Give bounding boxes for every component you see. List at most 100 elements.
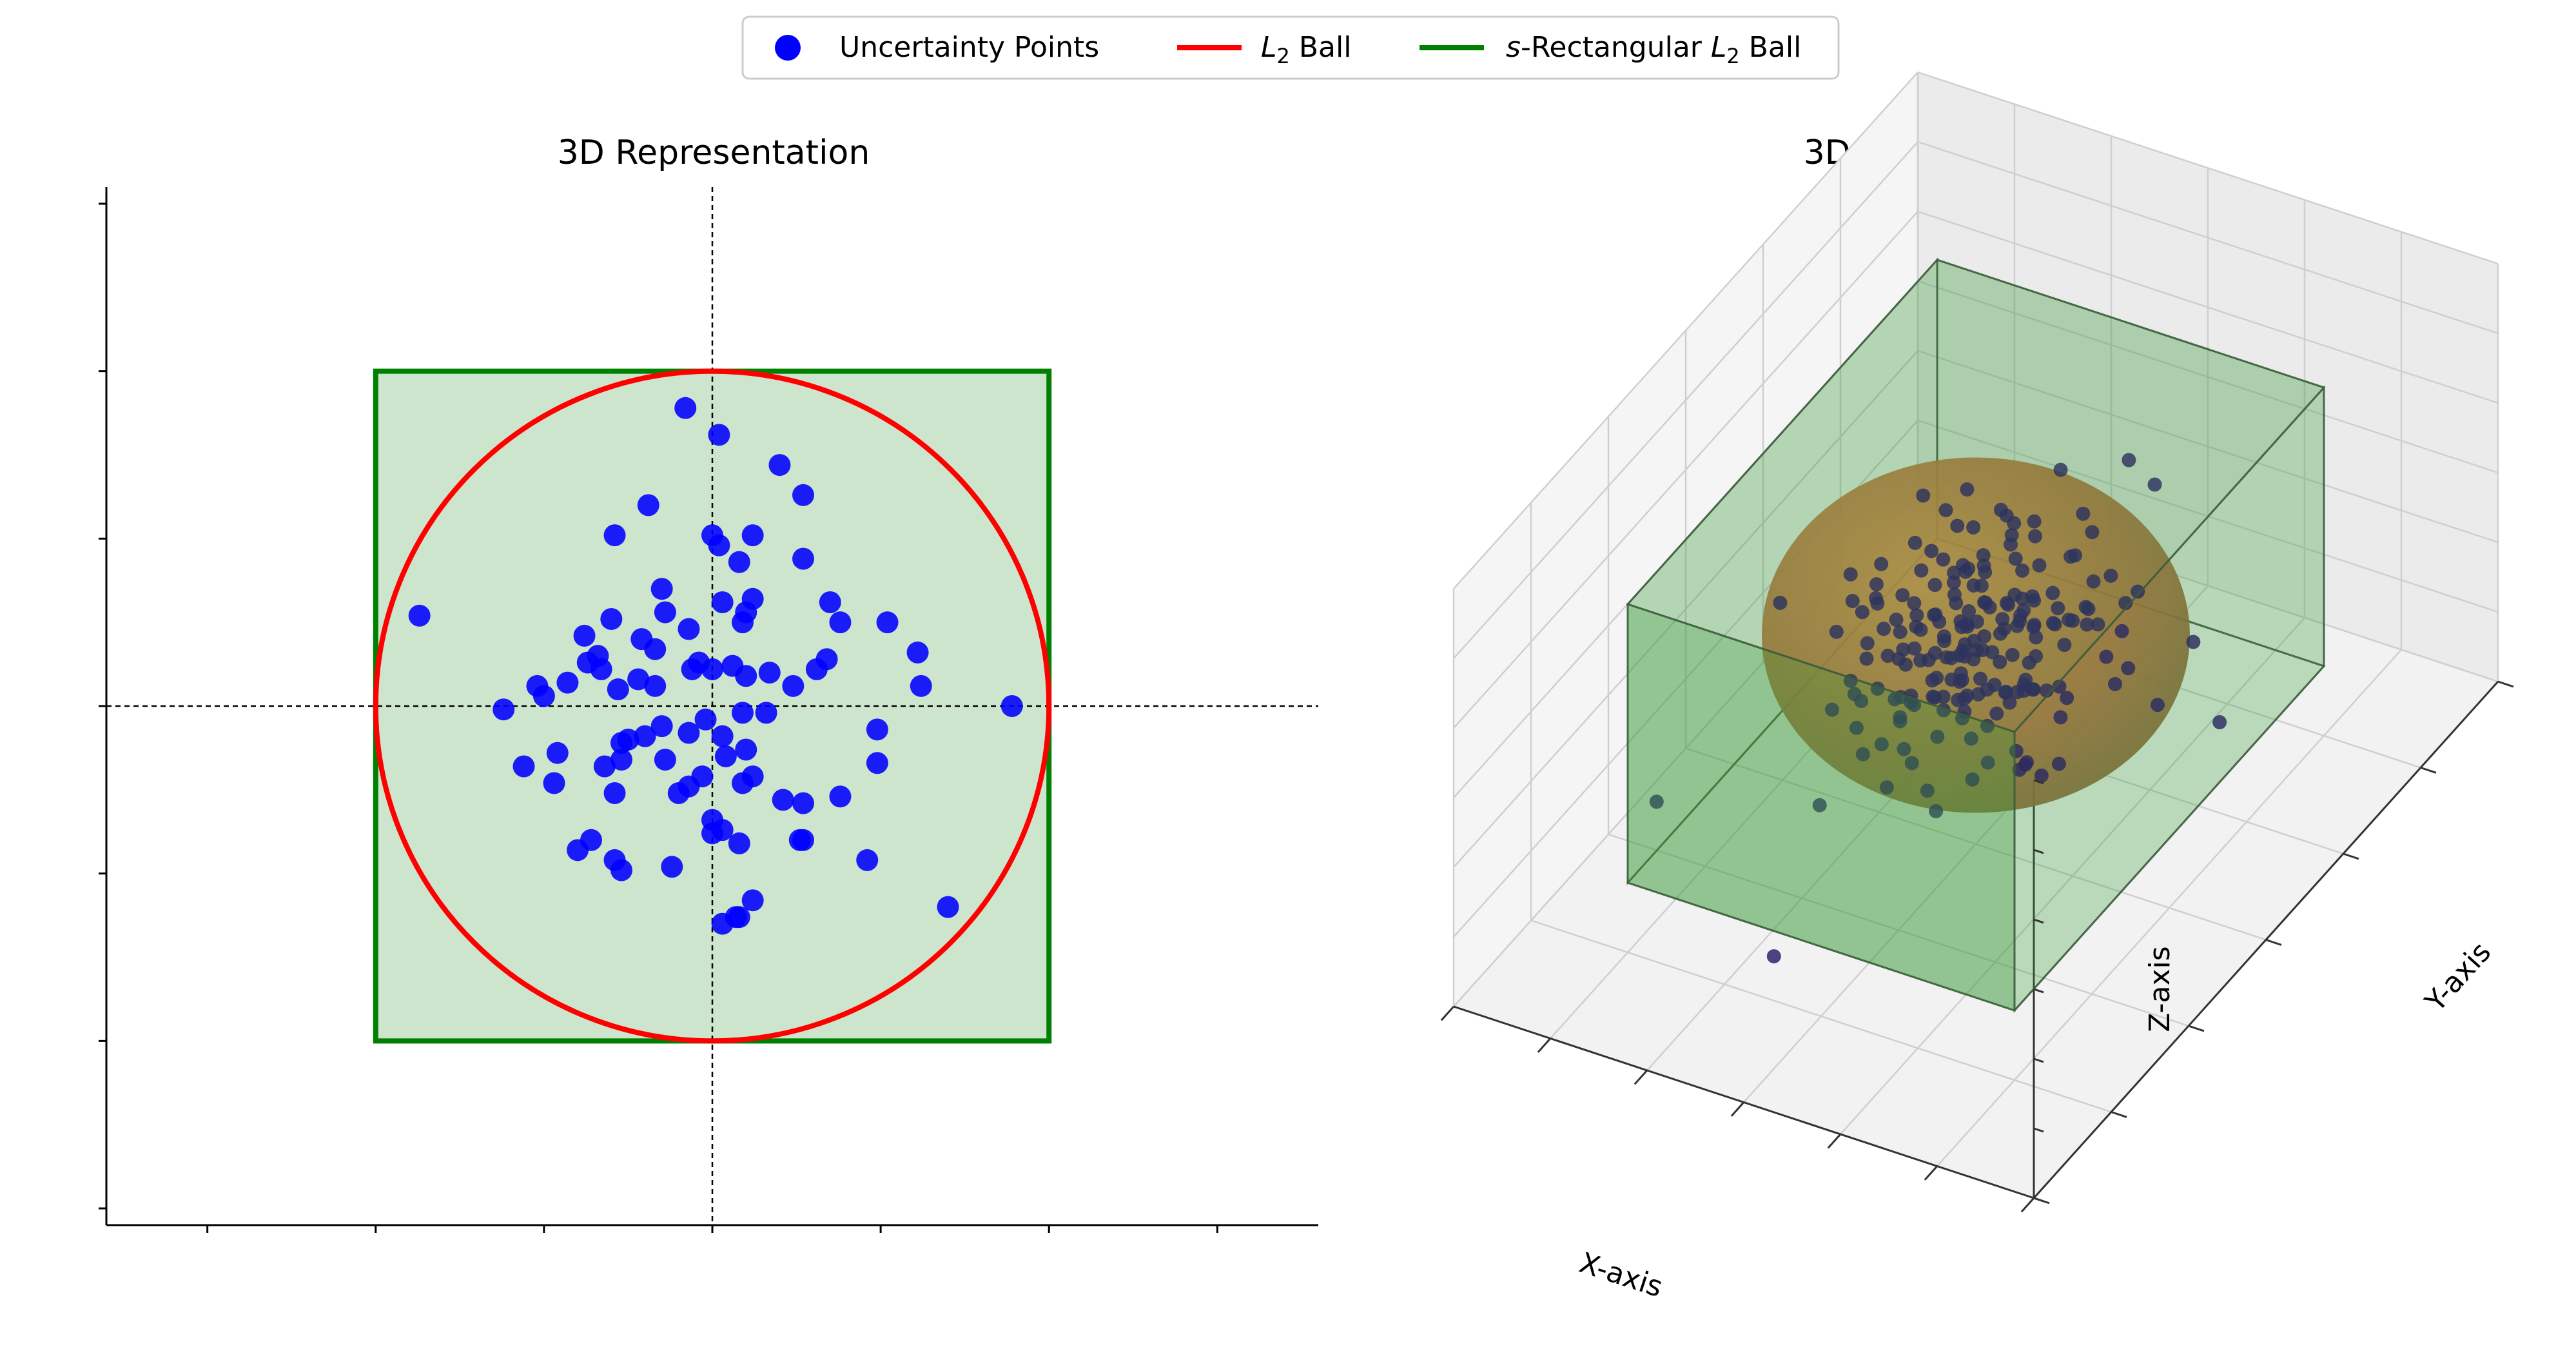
- uncertainty-point-3d: [1944, 672, 1959, 687]
- uncertainty-point: [906, 641, 929, 664]
- uncertainty-point-3d: [1812, 798, 1827, 812]
- uncertainty-point-3d: [1987, 678, 2002, 693]
- uncertainty-point-3d: [2027, 514, 2042, 529]
- uncertainty-point-3d: [1908, 535, 1922, 550]
- uncertainty-point: [543, 772, 565, 794]
- uncertainty-point: [607, 678, 629, 701]
- uncertainty-point: [866, 752, 888, 774]
- uncertainty-point-3d: [2147, 477, 2162, 492]
- uncertainty-point: [637, 494, 659, 516]
- uncertainty-point-3d: [1888, 692, 1902, 707]
- uncertainty-point-3d: [2121, 661, 2136, 676]
- uncertainty-point: [815, 648, 838, 671]
- uncertainty-point: [728, 906, 750, 929]
- uncertainty-point-3d: [2053, 462, 2068, 477]
- uncertainty-point-3d: [2186, 634, 2201, 649]
- uncertainty-point: [650, 715, 673, 738]
- uncertainty-point: [792, 829, 814, 851]
- uncertainty-point-3d: [2086, 574, 2101, 589]
- uncertainty-point: [610, 749, 632, 771]
- legend-label-points: Uncertainty Points: [839, 31, 1099, 64]
- uncertainty-point-3d: [1966, 520, 1981, 535]
- uncertainty-point-3d: [2060, 691, 2074, 705]
- z-tick-mark: [2033, 779, 2044, 785]
- uncertainty-point-3d: [2122, 453, 2136, 467]
- y-tick-mark: [2188, 1025, 2205, 1032]
- uncertainty-point-3d: [2091, 617, 2105, 632]
- uncertainty-point-3d: [1928, 607, 1943, 622]
- uncertainty-point-3d: [2064, 549, 2078, 564]
- uncertainty-point: [610, 859, 632, 881]
- uncertainty-point: [603, 524, 626, 547]
- uncertainty-point: [573, 624, 596, 647]
- uncertainty-point-3d: [1939, 650, 1954, 665]
- back-wall-grid-line: [1917, 141, 2499, 335]
- uncertainty-point: [792, 792, 814, 814]
- uncertainty-point: [728, 832, 750, 854]
- uncertainty-point-3d: [1956, 691, 1971, 706]
- uncertainty-point-3d: [1964, 731, 1978, 746]
- uncertainty-point: [792, 484, 814, 506]
- uncertainty-point: [650, 578, 673, 600]
- z-tick-mark: [2033, 1197, 2044, 1203]
- z-tick-mark: [2033, 988, 2044, 994]
- uncertainty-point: [782, 674, 805, 697]
- l2-ball-circle: [373, 368, 1052, 1044]
- uncertainty-points-3d: [1649, 453, 2227, 964]
- uncertainty-point-3d: [1868, 591, 1883, 605]
- uncertainty-point-3d: [1993, 626, 2007, 641]
- uncertainty-point: [600, 607, 623, 630]
- uncertainty-point-3d: [1985, 645, 2000, 660]
- uncertainty-point-3d: [2015, 591, 2030, 606]
- uncertainty-point-3d: [1889, 613, 1904, 627]
- uncertainty-point-3d: [1946, 575, 1961, 590]
- uncertainty-point: [593, 755, 616, 778]
- uncertainty-point-3d: [1855, 747, 1870, 762]
- y-ticks: [99, 202, 106, 1210]
- uncertainty-point: [634, 725, 656, 747]
- uncertainty-point-3d: [1825, 702, 1840, 717]
- uncertainty-point: [735, 601, 757, 624]
- uncertainty-point: [532, 685, 555, 707]
- uncertainty-point: [408, 604, 431, 627]
- uncertainty-point: [829, 785, 852, 808]
- uncertainty-point-3d: [1995, 612, 2010, 627]
- uncertainty-point: [910, 674, 932, 697]
- uncertainty-point-3d: [2118, 596, 2133, 611]
- uncertainty-point-3d: [1891, 651, 1906, 666]
- uncertainty-point: [768, 454, 791, 477]
- uncertainty-point-3d: [1938, 503, 1953, 518]
- y-tick-mark: [2497, 680, 2514, 688]
- chart-2d: 3D Representation: [99, 133, 1318, 1233]
- uncertainty-point: [644, 674, 667, 697]
- uncertainty-point: [732, 772, 754, 794]
- uncertainty-point-3d: [1960, 482, 1975, 497]
- uncertainty-point-3d: [2013, 614, 2027, 629]
- y-tick-mark: [2265, 939, 2282, 946]
- uncertainty-point-3d: [2103, 568, 2118, 583]
- uncertainty-point: [711, 591, 734, 613]
- uncertainty-point: [711, 725, 734, 747]
- uncertainty-point-3d: [1967, 633, 1982, 648]
- z-axis-label: Z-axis: [2143, 946, 2176, 1032]
- uncertainty-point: [556, 671, 579, 694]
- uncertainty-point-3d: [1937, 629, 1951, 644]
- x-ticks: [206, 1225, 1218, 1233]
- uncertainty-point-3d: [2131, 584, 2145, 599]
- uncertainty-point-3d: [2151, 698, 2165, 713]
- uncertainty-point-3d: [1893, 710, 1908, 725]
- uncertainty-point-3d: [2052, 679, 2067, 694]
- uncertainty-point-3d: [2028, 529, 2043, 544]
- uncertainty-point-3d: [1909, 608, 1924, 623]
- uncertainty-point-3d: [1904, 756, 1919, 771]
- uncertainty-point: [741, 889, 764, 912]
- uncertainty-point-3d: [2053, 710, 2068, 725]
- uncertainty-point-3d: [1971, 687, 1986, 702]
- x-tick-mark: [1440, 1005, 1455, 1021]
- cube-front-faces: [1626, 259, 2326, 1013]
- legend-label-s-rectangular-ball: s-Rectangular L2 Ball: [1506, 31, 1801, 68]
- uncertainty-point-3d: [2057, 638, 2072, 653]
- uncertainty-point-3d: [1854, 694, 1869, 709]
- uncertainty-point-3d: [1960, 619, 1975, 634]
- uncertainty-point-3d: [1924, 544, 1939, 558]
